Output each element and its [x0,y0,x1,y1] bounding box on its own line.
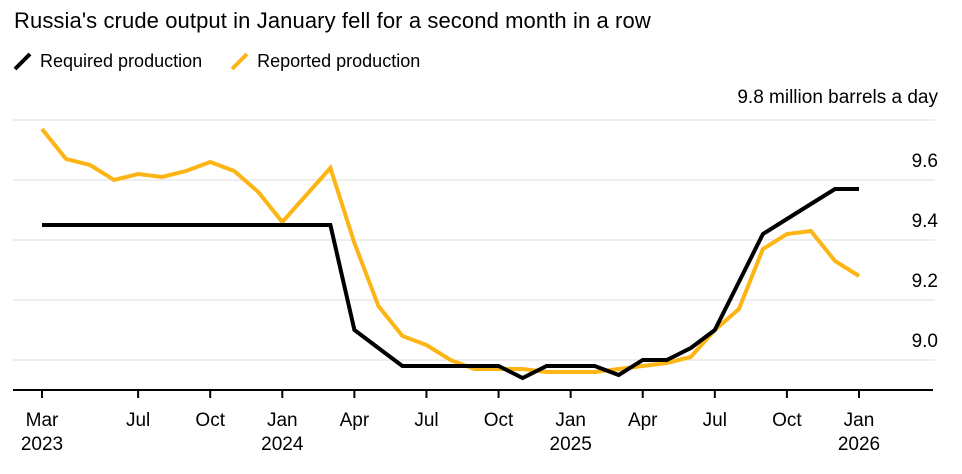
x-tick-label: Oct [195,410,225,431]
x-tick-label: Apr [340,410,370,431]
y-tick-label: 9.4 [912,211,939,232]
required-slash-icon [13,52,32,71]
x-tick-year-label: 2026 [838,434,880,455]
legend-label-required: Required production [40,50,203,71]
x-tick-label: Jan [555,410,586,431]
x-tick-label: Jul [126,410,150,431]
chart-title: Russia's crude output in January fell fo… [14,8,651,33]
legend-item-reported: Reported production [230,50,420,72]
y-tick-label: 9.0 [912,331,938,352]
axis-unit-label: 9.8 million barrels a day [737,87,938,108]
required-production-line [42,187,859,381]
x-tick-label: Oct [772,410,802,431]
x-tick-label: Jul [703,410,727,431]
x-tick-label: Jan [844,410,875,431]
x-tick-year-label: 2024 [261,434,304,455]
x-tick-label: Jul [414,410,438,431]
x-tick-label: Mar [26,410,59,431]
reported-slash-icon [230,52,249,71]
legend-item-required: Required production [13,50,202,72]
y-tick-label: 9.2 [912,271,938,292]
x-tick-year-label: 2023 [21,434,63,455]
required-slash-stroke [13,52,32,71]
legend-label-reported: Reported production [257,50,421,71]
reported-production-line [40,127,861,374]
x-tick-year-label: 2025 [550,434,592,455]
y-tick-label: 9.6 [912,151,938,172]
x-tick-label: Oct [484,410,514,431]
x-tick-label: Apr [628,410,658,431]
legend: Required production Reported production [13,50,420,72]
x-tick-label: Jan [267,410,298,431]
reported-slash-stroke [230,52,249,71]
